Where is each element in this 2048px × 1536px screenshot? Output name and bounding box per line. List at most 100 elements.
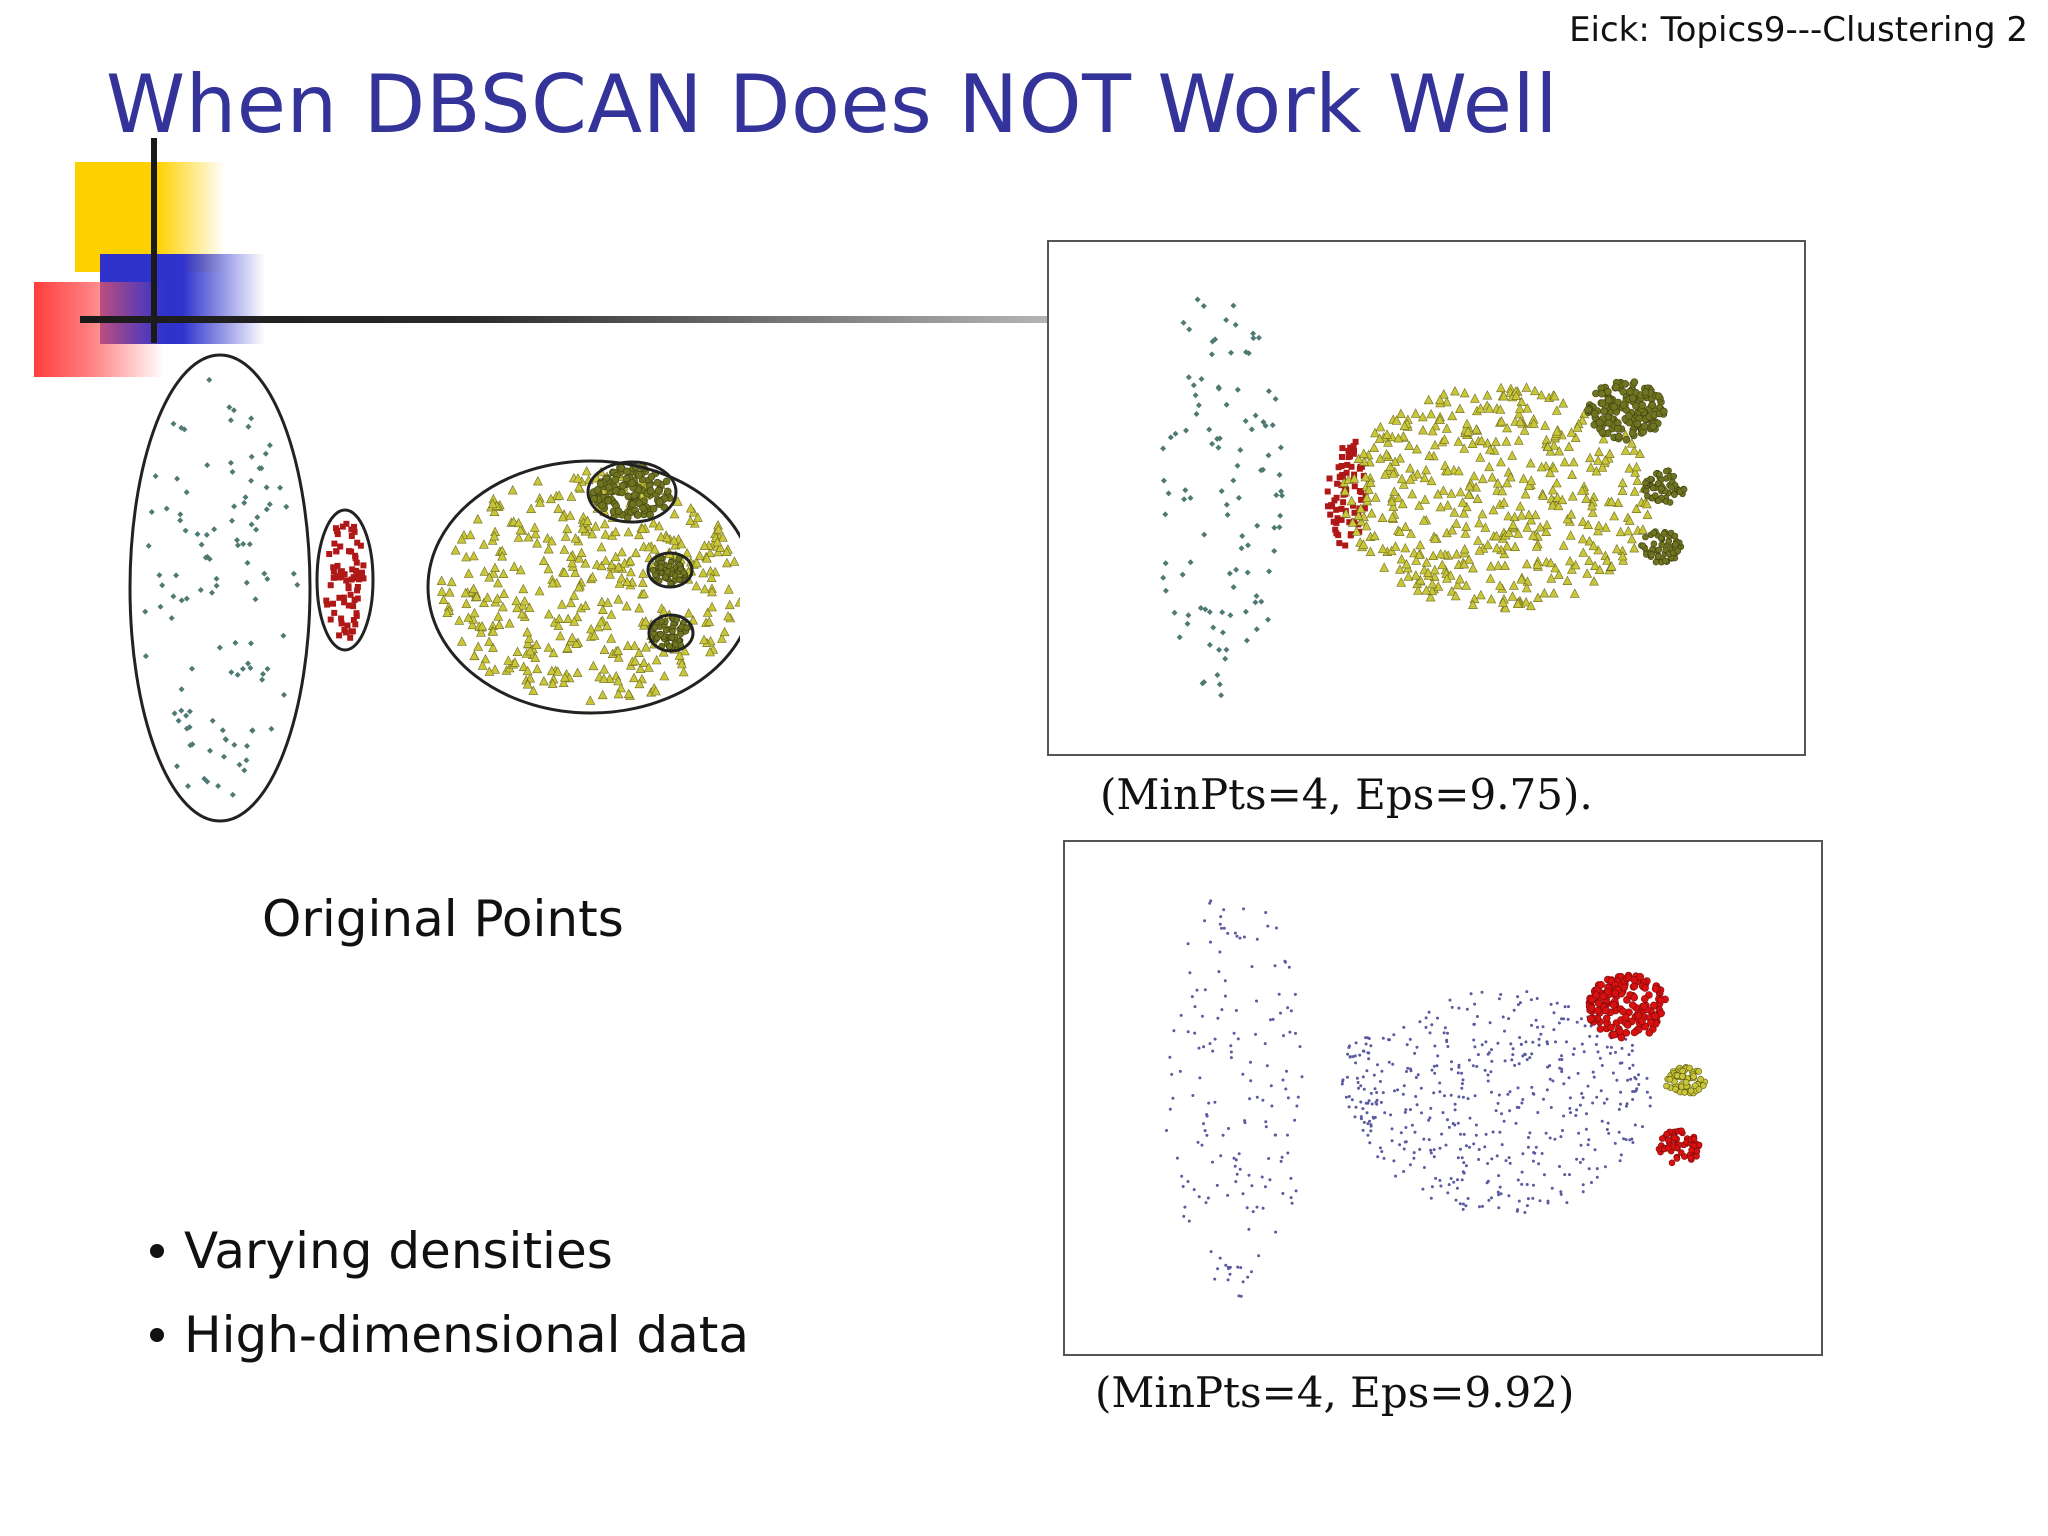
sparse-point — [1242, 608, 1249, 615]
large-cluster-point — [1588, 540, 1599, 551]
sparse-point — [189, 665, 195, 672]
sparse-point — [1239, 533, 1246, 539]
large-cluster-point — [559, 544, 570, 554]
dense-red-point — [1634, 1011, 1643, 1020]
noise-point — [1537, 1162, 1541, 1166]
large-cluster-point — [1521, 382, 1532, 392]
noise-point — [1236, 1037, 1240, 1041]
large-cluster-point — [467, 619, 478, 630]
sparse-point — [1190, 382, 1197, 389]
noise-point — [1474, 1123, 1478, 1127]
large-cluster-point — [625, 555, 636, 566]
noise-point — [1581, 1190, 1585, 1194]
large-cluster-point — [1491, 530, 1502, 541]
noise-point — [1380, 1150, 1384, 1153]
sparse-point — [240, 541, 247, 547]
noise-point — [1523, 1053, 1527, 1056]
large-cluster-point — [1468, 563, 1478, 573]
large-cluster-point — [498, 568, 509, 578]
noise-point — [1531, 1159, 1535, 1163]
dense-red-point — [1663, 1130, 1671, 1138]
large-cluster-point — [461, 551, 472, 562]
dense-red-point — [1690, 1135, 1698, 1143]
noise-point — [1583, 1024, 1587, 1028]
sparse-point — [157, 603, 164, 610]
dense-yellow-point — [1681, 1089, 1688, 1096]
noise-point — [1370, 1102, 1374, 1106]
large-cluster-point — [1429, 564, 1440, 575]
noise-point — [1221, 1133, 1225, 1137]
dense-point — [1642, 479, 1649, 487]
noise-point — [1196, 1140, 1200, 1144]
noise-point — [1484, 1132, 1488, 1136]
red-point — [333, 573, 340, 580]
dense-point — [593, 486, 602, 494]
large-cluster-point — [1472, 493, 1483, 504]
large-cluster-point — [694, 550, 705, 560]
large-cluster-point — [1383, 437, 1393, 447]
large-cluster-point — [1581, 493, 1592, 504]
large-cluster-point — [1480, 522, 1491, 532]
dense-point — [1649, 484, 1657, 492]
large-cluster-point — [1502, 477, 1512, 488]
noise-point — [1551, 1079, 1555, 1083]
sparse-point — [1235, 494, 1242, 501]
noise-point — [1250, 1184, 1254, 1188]
large-cluster-point — [1567, 469, 1577, 479]
large-cluster-point — [507, 485, 518, 495]
noise-point — [1627, 1053, 1631, 1057]
large-cluster-point — [705, 646, 715, 657]
sparse-point — [186, 708, 193, 715]
sparse-point — [221, 753, 227, 760]
dense-point — [651, 624, 659, 631]
large-cluster-point — [593, 621, 604, 632]
noise-point — [1247, 1173, 1251, 1177]
noise-point — [1500, 1112, 1503, 1116]
large-cluster-point — [1395, 453, 1405, 463]
sparse-point — [1266, 568, 1273, 575]
sparse-point — [183, 725, 190, 732]
noise-point — [1415, 1045, 1419, 1049]
large-cluster-point — [1477, 473, 1488, 484]
dense-yellow-point — [1695, 1086, 1703, 1093]
large-cluster-point — [1504, 527, 1514, 537]
noise-point — [1382, 1156, 1386, 1160]
large-cluster-point — [1551, 477, 1562, 488]
noise-point — [1232, 1031, 1236, 1035]
large-cluster-point — [590, 521, 601, 531]
large-cluster-point — [1526, 515, 1536, 525]
noise-point — [1579, 1017, 1583, 1021]
noise-point — [1552, 1011, 1556, 1015]
noise-point — [1476, 1053, 1480, 1057]
large-cluster-point — [630, 655, 641, 666]
noise-point — [1537, 1043, 1541, 1047]
large-cluster-point — [649, 544, 660, 554]
red-point — [338, 615, 345, 622]
sparse-point — [243, 757, 250, 764]
sparse-point — [283, 503, 290, 510]
noise-point — [1209, 940, 1212, 944]
noise-point — [1269, 1018, 1272, 1022]
noise-point — [1620, 1046, 1624, 1050]
dense-red-point — [1628, 1001, 1637, 1009]
noise-point — [1559, 1190, 1563, 1194]
noise-point — [1539, 1032, 1543, 1036]
large-cluster-point — [1497, 485, 1508, 496]
large-cluster-point — [602, 597, 613, 607]
noise-point — [1498, 1185, 1502, 1189]
large-cluster-point — [1554, 569, 1564, 579]
large-cluster-point — [552, 666, 563, 676]
sparse-point — [1171, 609, 1178, 616]
noise-point — [1458, 1202, 1462, 1206]
noise-point — [1537, 1037, 1541, 1041]
large-cluster-point — [718, 532, 728, 542]
noise-point — [1226, 1278, 1230, 1282]
decor-vertical-line — [151, 138, 157, 343]
dense-point — [672, 641, 680, 648]
dense-point — [639, 504, 647, 512]
sparse-point — [258, 465, 265, 472]
large-cluster-point — [581, 465, 592, 476]
sparse-point — [1183, 427, 1189, 434]
large-cluster-point — [1524, 509, 1534, 520]
noise-point — [1364, 1101, 1368, 1105]
